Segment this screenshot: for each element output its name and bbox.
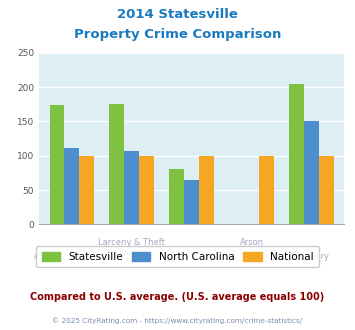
Text: Motor Vehicle Theft: Motor Vehicle Theft — [151, 252, 233, 261]
Bar — [169, 170, 184, 224]
Bar — [184, 180, 199, 224]
Bar — [50, 105, 65, 224]
Text: © 2025 CityRating.com - https://www.cityrating.com/crime-statistics/: © 2025 CityRating.com - https://www.city… — [53, 317, 302, 324]
Text: Larceny & Theft: Larceny & Theft — [98, 238, 165, 247]
Text: All Property Crime: All Property Crime — [34, 252, 110, 261]
Text: Arson: Arson — [240, 238, 264, 247]
Bar — [304, 121, 319, 224]
Bar — [259, 156, 274, 224]
Bar — [65, 148, 80, 224]
Text: Burglary: Burglary — [294, 252, 329, 261]
Text: 2014 Statesville: 2014 Statesville — [117, 8, 238, 21]
Legend: Statesville, North Carolina, National: Statesville, North Carolina, National — [36, 247, 319, 267]
Bar — [109, 104, 124, 224]
Bar — [124, 151, 139, 224]
Bar — [139, 156, 154, 224]
Text: Property Crime Comparison: Property Crime Comparison — [74, 28, 281, 41]
Text: Compared to U.S. average. (U.S. average equals 100): Compared to U.S. average. (U.S. average … — [31, 292, 324, 302]
Bar — [319, 156, 334, 224]
Bar — [199, 156, 214, 224]
Bar — [80, 156, 94, 224]
Bar — [289, 84, 304, 224]
